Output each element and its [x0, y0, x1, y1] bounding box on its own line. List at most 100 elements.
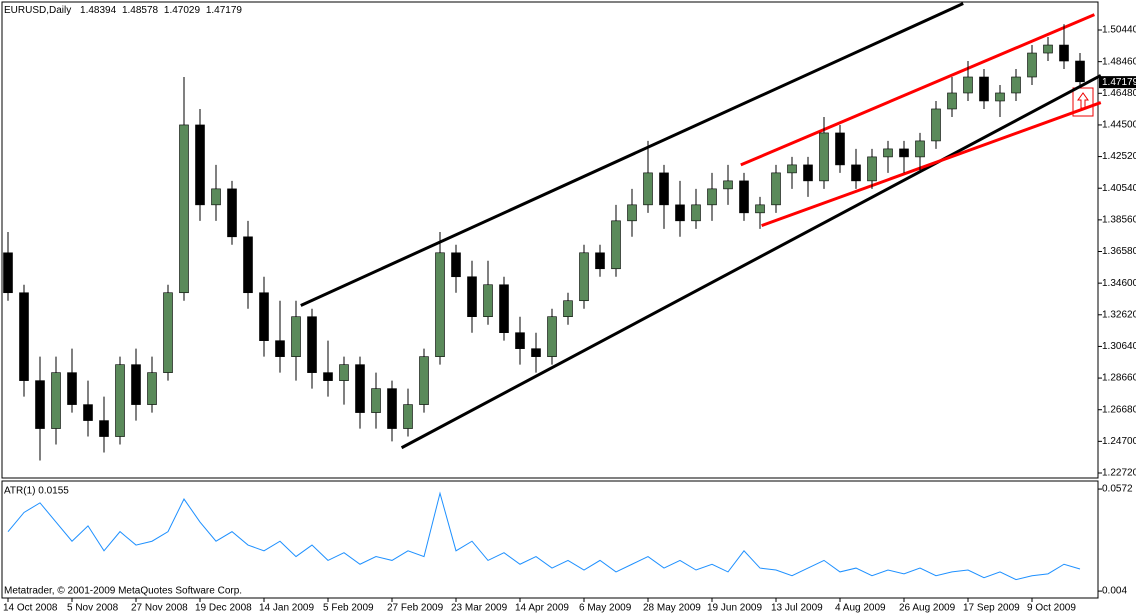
candle-body [467, 276, 477, 318]
x-tick-label: 5 Nov 2008 [67, 603, 119, 614]
candle-body [787, 164, 797, 174]
y-tick-label: 1.44500 [1102, 120, 1136, 131]
x-tick-label: 23 Mar 2009 [451, 603, 508, 614]
atr-panel [1, 480, 1099, 599]
candle-body [1027, 52, 1037, 78]
candle-body [563, 300, 573, 318]
x-tick-label: 17 Sep 2009 [963, 603, 1020, 614]
candle-body [595, 252, 605, 270]
y-tick-label: 1.32620 [1102, 309, 1136, 320]
candle-body [579, 252, 589, 302]
candle-body [51, 372, 61, 429]
candle-body [803, 164, 813, 182]
x-tick-label: 28 May 2009 [643, 603, 701, 614]
candle-body [147, 372, 157, 405]
candle-body [227, 188, 237, 238]
candle-body [451, 252, 461, 278]
candle-body [1059, 44, 1069, 62]
candle-body [755, 204, 765, 214]
x-tick-label: 19 Jun 2009 [707, 603, 762, 614]
candle-body [243, 236, 253, 294]
candle-body [67, 372, 77, 405]
last-price-box [1099, 76, 1136, 89]
trend-line [740, 13, 1095, 167]
x-tick-label: 27 Feb 2009 [387, 603, 444, 614]
x-tick-label: 27 Nov 2008 [131, 603, 188, 614]
candle-body [819, 132, 829, 182]
y-tick-label: 1.40540 [1102, 183, 1136, 194]
candle-body [483, 284, 493, 318]
y-tick-label: 1.26680 [1102, 404, 1136, 415]
symbol: EURUSD,Daily [4, 5, 71, 16]
last-price-label: 1.47179 [1102, 77, 1136, 88]
x-tick-label: 14 Apr 2009 [515, 603, 569, 614]
y-tick-label: 0.004 [1102, 586, 1127, 597]
candle-body [931, 108, 941, 142]
x-tick-label: 9 Oct 2009 [1027, 603, 1076, 614]
candle-body [275, 340, 285, 357]
candle-body [899, 148, 909, 158]
candle-body [435, 252, 445, 357]
candle-body [515, 332, 525, 349]
candle-body [947, 92, 957, 110]
candle-body [1011, 76, 1021, 94]
x-tick-label: 6 May 2009 [579, 603, 632, 614]
candle-body [499, 284, 509, 333]
candle-body [35, 380, 45, 429]
quote-open: 1.48394 [80, 5, 117, 16]
trend-line [300, 2, 964, 307]
y-tick-label: 1.42520 [1102, 151, 1136, 162]
candle-body [771, 172, 781, 206]
x-tick-label: 14 Oct 2008 [3, 603, 58, 614]
y-tick-label: 1.24700 [1102, 436, 1136, 447]
icon-box [1072, 87, 1094, 117]
candle-body [115, 364, 125, 437]
candle-body [323, 372, 333, 381]
candle-body [707, 188, 717, 206]
candle-body [659, 172, 669, 206]
y-tick-label: 1.30640 [1102, 341, 1136, 352]
x-tick-label: 4 Aug 2009 [835, 603, 886, 614]
candle-body [371, 388, 381, 413]
atr-title: ATR(1) 0.0155 [4, 486, 69, 497]
candle-body [403, 404, 413, 429]
candle-body [291, 316, 301, 357]
candle-body [627, 204, 637, 222]
candle-body [723, 180, 733, 190]
x-tick-label: 19 Dec 2008 [195, 603, 252, 614]
y-tick-label: 1.28660 [1102, 373, 1136, 384]
candle-body [867, 156, 877, 182]
x-tick-label: 5 Feb 2009 [323, 603, 374, 614]
y-tick-label: 1.48460 [1102, 56, 1136, 67]
candle-body [83, 404, 93, 421]
candle-body [835, 132, 845, 166]
candle-body [643, 172, 653, 206]
candle-body [131, 364, 141, 405]
header: EURUSD,Daily 1.48394 1.48578 1.47029 1.4… [4, 5, 242, 16]
candle-body [211, 188, 221, 206]
candle-body [851, 164, 861, 182]
candle-body [979, 76, 989, 102]
candle-body [963, 76, 973, 94]
candle-body [883, 148, 893, 158]
x-tick-label: 13 Jul 2009 [771, 603, 823, 614]
y-tick-label: 1.38560 [1102, 215, 1136, 226]
candle-body [179, 124, 189, 294]
candle-body [19, 292, 29, 381]
candle-body [99, 420, 109, 437]
candle-body [195, 124, 205, 206]
x-tick-label: 14 Jan 2009 [259, 603, 314, 614]
candle-body [611, 220, 621, 270]
candle-body [547, 316, 557, 357]
atr-line [7, 491, 1081, 581]
candle-body [307, 316, 317, 373]
trend-line [400, 74, 1102, 450]
candle-body [1043, 44, 1053, 54]
y-tick-label: 1.34600 [1102, 278, 1136, 289]
candle-body [691, 204, 701, 222]
quote-low: 1.47029 [164, 5, 201, 16]
candle-body [419, 356, 429, 405]
y-tick-label: 1.50440 [1102, 25, 1136, 36]
